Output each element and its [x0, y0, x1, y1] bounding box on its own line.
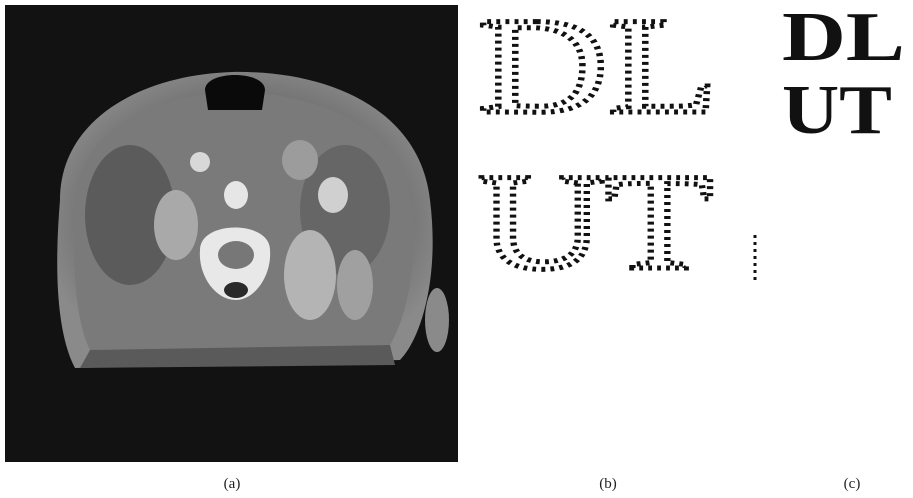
caption: (a) — [224, 476, 241, 492]
ct-image — [5, 5, 458, 462]
dotted-text: UT — [478, 145, 713, 298]
dotted-text: DL — [478, 0, 718, 142]
bold-text: UT — [782, 72, 892, 149]
caption: (c) — [844, 476, 861, 492]
figure: (a) DL UT (b) DL UT (c) — [0, 0, 913, 498]
bold-text: DL — [782, 0, 905, 76]
caption: (b) — [599, 476, 617, 492]
